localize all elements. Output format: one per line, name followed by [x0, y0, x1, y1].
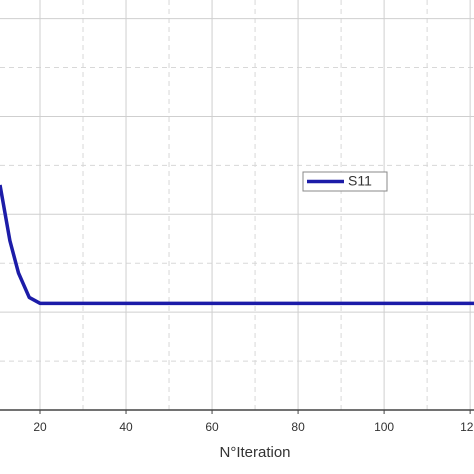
legend-label: S11 — [348, 173, 372, 189]
x-tick-label: 60 — [205, 420, 219, 434]
legend-box — [302, 171, 388, 192]
x-tick-label: 80 — [291, 420, 305, 434]
x-tick-label: 100 — [374, 420, 394, 434]
series-line — [0, 184, 474, 306]
x-tick-label: 40 — [119, 420, 133, 434]
x-axis-label: N°Iteration — [219, 444, 290, 461]
x-tick-label: 120 — [460, 420, 474, 434]
x-tick-label: 20 — [33, 420, 47, 434]
